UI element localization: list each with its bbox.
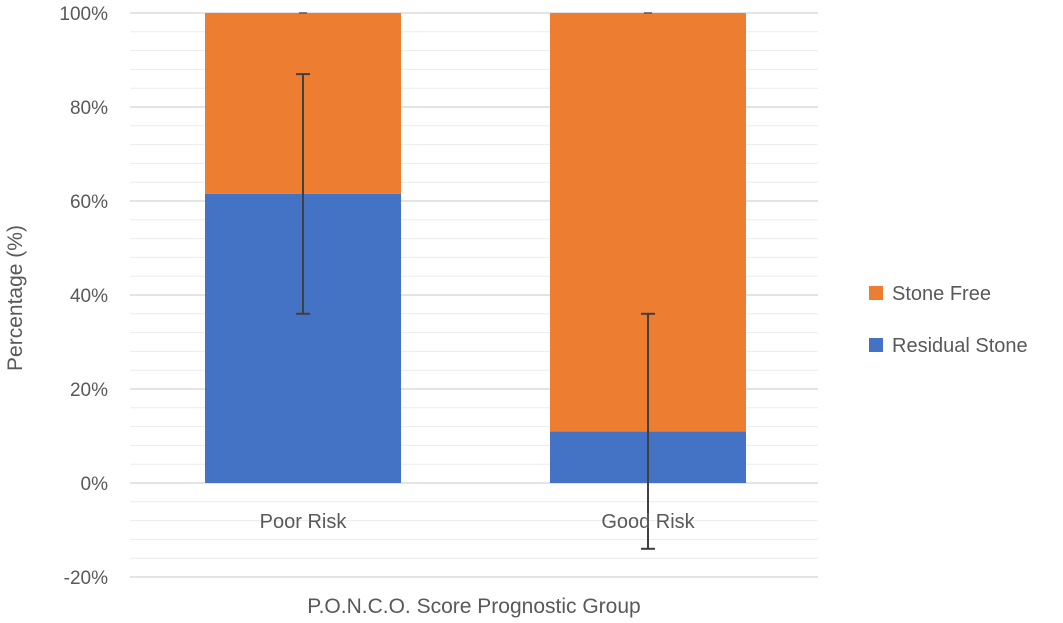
y-tick-label: 0% (81, 474, 109, 495)
x-axis-categories: Poor Risk Good Risk (260, 511, 696, 533)
bars (205, 12, 746, 483)
legend: Stone Free Residual Stone (869, 283, 1028, 357)
y-axis-ticks: -20% 0% 20% 40% 60% 80% 100% (59, 4, 108, 589)
legend-label: Residual Stone (892, 335, 1028, 357)
y-tick-label: 100% (59, 4, 108, 25)
error-bar (296, 73, 310, 315)
x-category-label: Poor Risk (260, 511, 348, 533)
error-bar (641, 312, 655, 550)
y-tick-label: 80% (70, 98, 108, 119)
legend-label: Stone Free (892, 283, 991, 305)
error-bars (296, 73, 655, 550)
y-axis-title: Percentage (%) (4, 225, 27, 371)
y-tick-label: -20% (64, 568, 108, 589)
y-tick-label: 40% (70, 286, 108, 307)
y-tick-label: 20% (70, 380, 108, 401)
y-tick-label: 60% (70, 192, 108, 213)
legend-item: Stone Free (869, 283, 991, 305)
x-category-label: Good Risk (601, 511, 695, 533)
legend-item: Residual Stone (869, 335, 1028, 357)
legend-swatch (869, 286, 883, 300)
x-axis-title: P.O.N.C.O. Score Prognostic Group (307, 595, 640, 618)
legend-swatch (869, 338, 883, 352)
